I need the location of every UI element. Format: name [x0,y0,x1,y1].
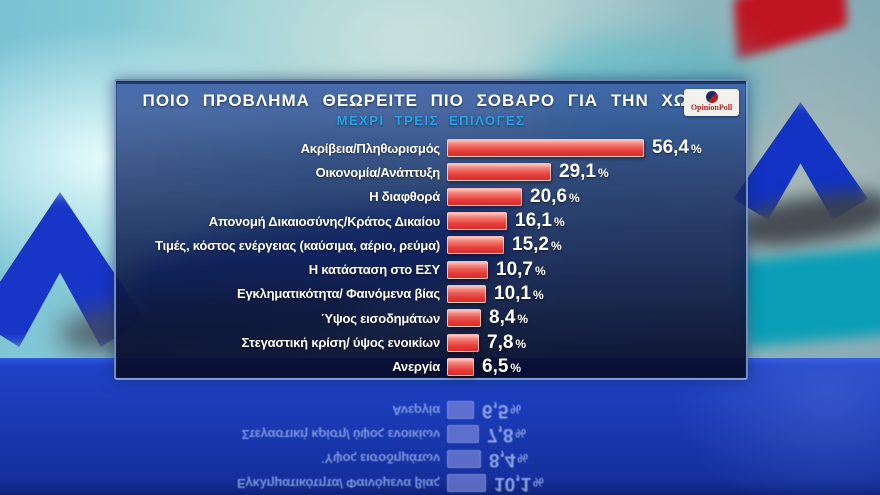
value-label: 6,5% [482,355,522,377]
chart-row: Απονομή Δικαιοσύνης/Κράτος Δικαίου 16,1% [116,209,746,233]
bar [447,212,507,231]
opinion-poll-circle-icon [705,91,718,103]
category-label: Οικονομία/Ανάπτυξη [315,164,441,180]
category-label: Ακρίβεια/Πληθωρισμός [300,140,441,156]
bar [447,139,644,158]
value-label: 10,7% [496,258,546,280]
chart-row: Η διαφθορά 20,6% [116,185,746,209]
chart-row: Εγκληματικότητα/ Φαινόμενα βίας 10,1% [116,282,746,306]
bar [447,284,486,303]
category-label: Ύψος εισοδημάτων [321,310,440,326]
category-label: Εγκληματικότητα/ Φαινόμενα βίας [237,286,440,302]
value-label: 16,1% [515,210,565,232]
bar [447,309,481,328]
bar [447,333,479,352]
category-label: Απονομή Δικαιοσύνης/Κράτος Δικαίου [208,213,440,229]
bar [447,187,522,206]
opinion-poll-logo-text: OpinionPoll [690,103,733,112]
value-label: 10,1% [494,282,544,304]
bar-chart: Ακρίβεια/Πληθωρισμός 56,4% Οικονομία/Ανάπτ… [116,136,746,379]
value-label: 15,2% [512,234,562,256]
studio-floor [0,358,880,495]
chart-row: Οικονομία/Ανάπτυξη 29,1% [116,160,746,184]
chart-row: Η κατάσταση στο ΕΣΥ 10,7% [116,257,746,281]
category-label: Η διαφθορά [369,189,440,205]
bar [447,357,474,376]
value-label: 8,4% [489,307,529,329]
category-label: Ανεργία [392,359,440,375]
teal-panel-blob [738,244,880,348]
chart-row: Ύψος εισοδημάτων 8,4% [116,306,746,330]
poll-panel: ΠΟΙΟ ΠΡΟΒΛΗΜΑ ΘΕΩΡΕΙΤΕ ΠΙΟ ΣΟΒΑΡΟ ΓΙΑ ΤΗ… [114,79,748,380]
bar [447,260,488,279]
poll-subtitle: ΜΕΧΡΙ ΤΡΕΙΣ ΕΠΙΛΟΓΕΣ [336,113,526,128]
value-label: 7,8% [487,331,527,353]
poll-question-title: ΠΟΙΟ ΠΡΟΒΛΗΜΑ ΘΕΩΡΕΙΤΕ ΠΙΟ ΣΟΒΑΡΟ ΓΙΑ ΤΗ… [142,91,720,110]
opinion-poll-logo: OpinionPoll [684,89,739,116]
value-label: 56,4% [652,137,702,159]
bar [447,236,504,255]
category-label: Στεγαστική κρίση/ ύψος ενοικίων [241,335,441,351]
chart-row: Ανεργία 6,5% [116,355,746,379]
bar [447,163,551,182]
value-label: 20,6% [530,185,580,207]
chart-row: Στεγαστική κρίση/ ύψος ενοικίων 7,8% [116,330,746,354]
chart-row: Ακρίβεια/Πληθωρισμός 56,4% [116,136,746,160]
red-shape-blob [733,0,848,60]
category-label: Τιμές, κόστος ενέργειας (καύσιμα, αέριο,… [155,237,440,253]
value-label: 29,1% [559,161,609,183]
category-label: Η κατάσταση στο ΕΣΥ [308,262,440,278]
chart-row: Τιμές, κόστος ενέργειας (καύσιμα, αέριο,… [116,233,746,257]
